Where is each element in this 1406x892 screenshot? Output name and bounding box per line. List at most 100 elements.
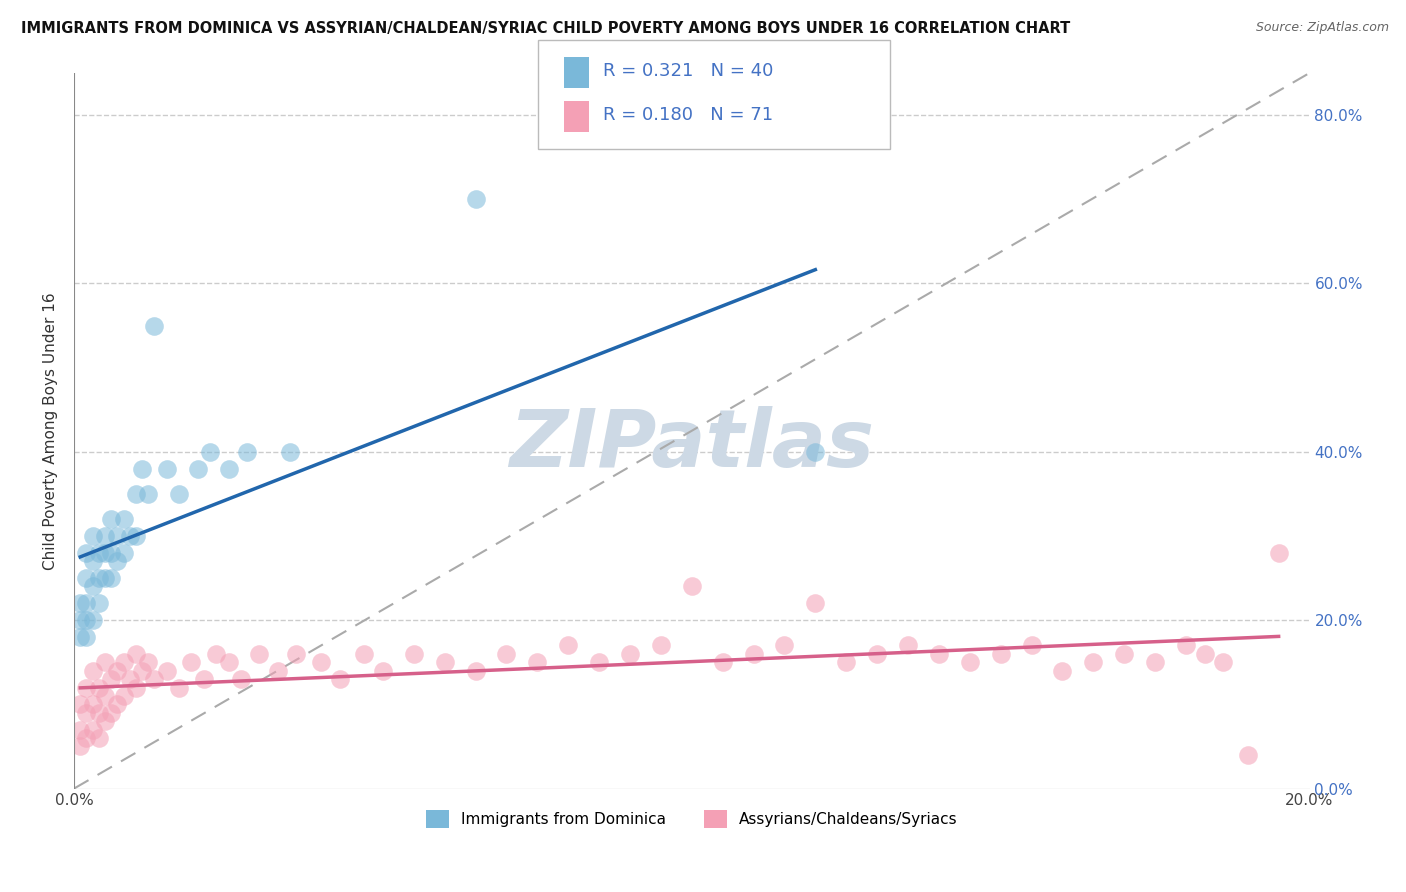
Point bbox=[82, 579, 104, 593]
Point bbox=[495, 647, 517, 661]
Point bbox=[69, 723, 91, 737]
Point bbox=[82, 723, 104, 737]
Point bbox=[87, 571, 110, 585]
Point bbox=[229, 672, 252, 686]
Point bbox=[285, 647, 308, 661]
Point bbox=[804, 445, 827, 459]
Point bbox=[742, 647, 765, 661]
Point bbox=[156, 664, 179, 678]
Text: ZIPatlas: ZIPatlas bbox=[509, 406, 875, 484]
Point bbox=[75, 571, 97, 585]
Point bbox=[1114, 647, 1136, 661]
Point bbox=[82, 554, 104, 568]
Point bbox=[464, 664, 486, 678]
Point bbox=[267, 664, 290, 678]
Point bbox=[94, 546, 117, 560]
Point bbox=[100, 512, 122, 526]
Point bbox=[75, 706, 97, 720]
Point bbox=[125, 529, 148, 543]
Point bbox=[557, 639, 579, 653]
Point bbox=[75, 613, 97, 627]
Point bbox=[75, 681, 97, 695]
Point bbox=[526, 655, 548, 669]
Point bbox=[167, 681, 190, 695]
Point bbox=[1212, 655, 1234, 669]
Point bbox=[309, 655, 332, 669]
Point bbox=[928, 647, 950, 661]
Point bbox=[105, 664, 128, 678]
Point bbox=[112, 689, 135, 703]
Point bbox=[94, 689, 117, 703]
Point bbox=[1267, 546, 1289, 560]
Point bbox=[193, 672, 215, 686]
Point bbox=[75, 630, 97, 644]
Point bbox=[94, 655, 117, 669]
Point bbox=[1052, 664, 1074, 678]
Point bbox=[773, 639, 796, 653]
Point bbox=[82, 698, 104, 712]
Point bbox=[75, 731, 97, 745]
Point bbox=[835, 655, 858, 669]
Point bbox=[236, 445, 259, 459]
Point bbox=[156, 461, 179, 475]
Point bbox=[87, 546, 110, 560]
Point bbox=[143, 672, 166, 686]
Point bbox=[897, 639, 920, 653]
Point bbox=[118, 529, 141, 543]
Point bbox=[75, 596, 97, 610]
Point bbox=[105, 529, 128, 543]
Point bbox=[75, 546, 97, 560]
Point bbox=[69, 698, 91, 712]
Point bbox=[69, 613, 91, 627]
Point bbox=[136, 487, 159, 501]
Point bbox=[118, 672, 141, 686]
Point bbox=[87, 706, 110, 720]
Point bbox=[187, 461, 209, 475]
Point bbox=[100, 672, 122, 686]
Point bbox=[402, 647, 425, 661]
Point bbox=[125, 487, 148, 501]
Point bbox=[1144, 655, 1167, 669]
Point bbox=[959, 655, 981, 669]
Point bbox=[433, 655, 456, 669]
Point bbox=[94, 714, 117, 728]
Point bbox=[371, 664, 394, 678]
Point bbox=[1021, 639, 1043, 653]
Point bbox=[278, 445, 301, 459]
Point bbox=[143, 318, 166, 333]
Point bbox=[218, 461, 240, 475]
Point bbox=[94, 571, 117, 585]
Point bbox=[131, 664, 153, 678]
Point bbox=[105, 554, 128, 568]
Point bbox=[100, 571, 122, 585]
Point bbox=[167, 487, 190, 501]
Point bbox=[1194, 647, 1216, 661]
Point bbox=[205, 647, 228, 661]
Point bbox=[711, 655, 734, 669]
Point bbox=[87, 731, 110, 745]
Point bbox=[218, 655, 240, 669]
Point bbox=[82, 529, 104, 543]
Point bbox=[100, 706, 122, 720]
Point bbox=[588, 655, 610, 669]
Point bbox=[464, 192, 486, 206]
Point bbox=[69, 630, 91, 644]
Point bbox=[112, 546, 135, 560]
Point bbox=[100, 546, 122, 560]
Point bbox=[247, 647, 270, 661]
Point bbox=[131, 461, 153, 475]
Point bbox=[69, 739, 91, 754]
Point bbox=[87, 681, 110, 695]
Text: R = 0.321   N = 40: R = 0.321 N = 40 bbox=[603, 62, 773, 79]
Point bbox=[94, 529, 117, 543]
Text: R = 0.180   N = 71: R = 0.180 N = 71 bbox=[603, 105, 773, 123]
Point bbox=[1175, 639, 1198, 653]
Text: Source: ZipAtlas.com: Source: ZipAtlas.com bbox=[1256, 21, 1389, 34]
Point bbox=[112, 512, 135, 526]
Y-axis label: Child Poverty Among Boys Under 16: Child Poverty Among Boys Under 16 bbox=[44, 292, 58, 570]
Point bbox=[681, 579, 703, 593]
Point bbox=[804, 596, 827, 610]
Point bbox=[112, 655, 135, 669]
Point bbox=[87, 596, 110, 610]
Point bbox=[180, 655, 202, 669]
